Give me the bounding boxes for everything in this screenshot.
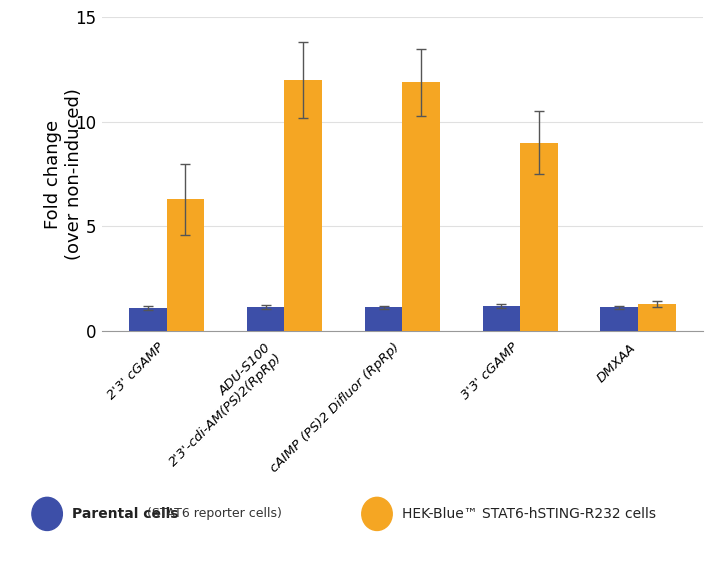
Y-axis label: Fold change
(over non-induced): Fold change (over non-induced): [44, 88, 83, 260]
Bar: [167, 199, 204, 331]
Bar: [247, 307, 284, 331]
Bar: [483, 306, 521, 331]
Text: (STAT6 reporter cells): (STAT6 reporter cells): [143, 508, 282, 520]
Bar: [521, 143, 558, 331]
Bar: [600, 307, 638, 331]
Bar: [365, 307, 402, 331]
Bar: [284, 80, 322, 331]
Text: Parental cells: Parental cells: [72, 507, 179, 521]
Text: HEK-Blue™ STAT6-hSTING-R232 cells: HEK-Blue™ STAT6-hSTING-R232 cells: [402, 507, 656, 521]
Bar: [129, 308, 167, 331]
Bar: [638, 304, 676, 331]
Bar: [402, 82, 440, 331]
